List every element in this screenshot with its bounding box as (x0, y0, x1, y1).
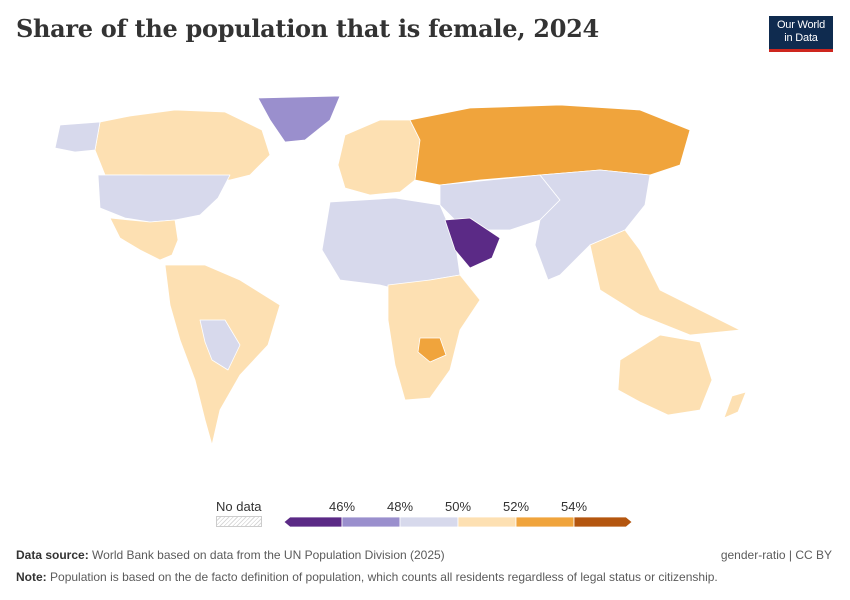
legend-tick-label: 50% (445, 499, 471, 514)
legend-swatch[interactable] (515, 516, 575, 528)
region-usa[interactable] (97, 174, 231, 223)
legend-tick-label: 54% (561, 499, 587, 514)
region-greenland[interactable] (257, 95, 341, 143)
region-africa-south-east[interactable] (387, 274, 481, 401)
region-alaska[interactable] (54, 121, 101, 153)
legend-swatch[interactable] (399, 516, 459, 528)
data-source-label: Data source: (16, 548, 89, 562)
region-new-zealand[interactable] (723, 391, 747, 419)
region-canada[interactable] (94, 109, 271, 181)
legend-swatch[interactable] (573, 516, 633, 528)
region-bolivia-paraguay[interactable] (199, 319, 241, 371)
region-mexico-central-america[interactable] (109, 217, 179, 261)
region-china-south-asia[interactable] (534, 169, 651, 281)
legend-swatch[interactable] (341, 516, 401, 528)
note: Note: Population is based on the de fact… (16, 570, 718, 584)
region-arabian-peninsula[interactable] (444, 217, 501, 269)
legend-tick-label: 52% (503, 499, 529, 514)
license-text[interactable]: gender-ratio | CC BY (720, 548, 832, 562)
note-label: Note: (16, 570, 47, 584)
data-source-text[interactable]: World Bank based on data from the UN Pop… (92, 548, 445, 562)
region-africa-west-central[interactable] (321, 197, 461, 291)
world-map (54, 95, 747, 446)
logo-line-1: Our World (776, 19, 826, 31)
legend-tick-label: 46% (329, 499, 355, 514)
region-russia[interactable] (409, 104, 691, 186)
legend-no-data-swatch (216, 516, 262, 527)
region-europe[interactable] (337, 119, 421, 196)
region-australia[interactable] (617, 334, 713, 416)
note-text: Population is based on the de facto defi… (50, 570, 718, 584)
logo-line-2: in Data (784, 32, 818, 44)
legend-tick-label: 48% (387, 499, 413, 514)
legend-color-scale: 46% 48% 50% 52% 54% (283, 499, 633, 528)
region-zimbabwe[interactable] (417, 337, 447, 363)
legend-swatch[interactable] (457, 516, 517, 528)
data-source: Data source: World Bank based on data fr… (16, 548, 445, 562)
legend-swatch[interactable] (283, 516, 343, 528)
owid-logo[interactable]: Our World in Data (769, 16, 833, 52)
legend-no-data-label: No data (216, 499, 262, 514)
chart-title: Share of the population that is female, … (16, 14, 599, 43)
region-southeast-asia[interactable] (589, 229, 741, 336)
